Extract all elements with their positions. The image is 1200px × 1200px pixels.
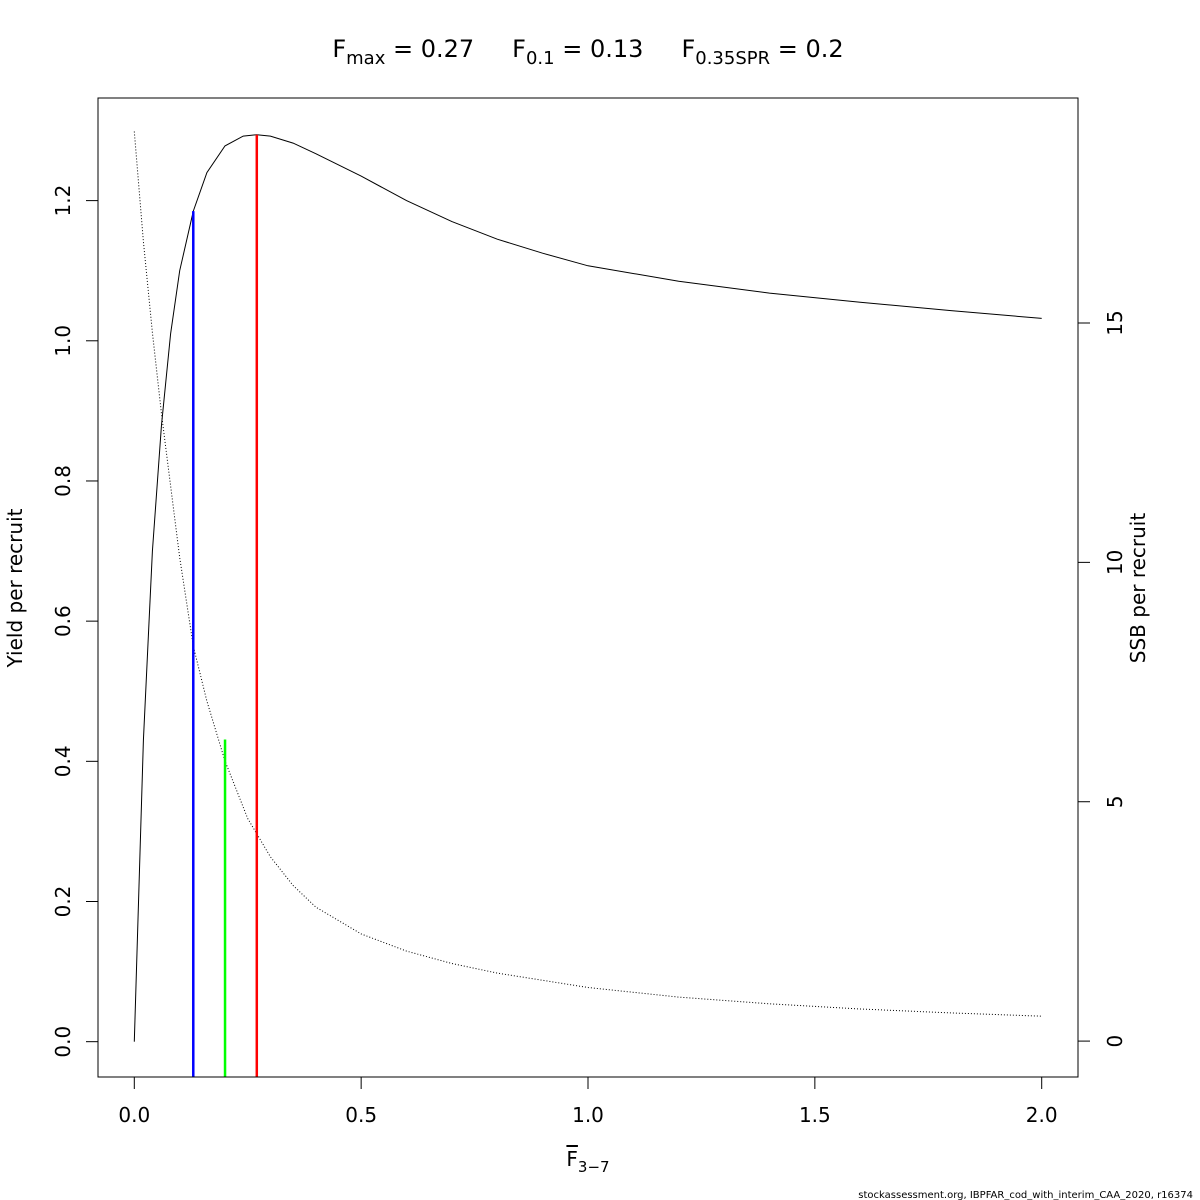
y-tick-label-left: 0.0 <box>51 1026 75 1058</box>
y-tick-label-right: 10 <box>1103 550 1127 575</box>
title-part-sub: max <box>346 48 386 69</box>
title-part-main: F <box>332 35 346 63</box>
y-axis-left: 0.0 0.2 0.4 0.6 0.8 1.0 1.2 <box>51 185 99 1058</box>
y-tick-label-left: 0.2 <box>51 886 75 918</box>
x-tick-label: 2.0 <box>1026 1103 1058 1127</box>
y-tick-label-left: 0.8 <box>51 465 75 497</box>
x-label-main: F <box>566 1147 578 1171</box>
y-tick-label-left: 0.4 <box>51 745 75 777</box>
footer-credit: stockassessment.org, IBPFAR_cod_with_int… <box>858 1190 1193 1200</box>
y-tick-label-right: 5 <box>1103 795 1127 808</box>
y-tick-label-left: 0.6 <box>51 605 75 637</box>
x-tick-label: 0.0 <box>118 1103 150 1127</box>
x-tick-label: 0.5 <box>345 1103 377 1127</box>
y-tick-label-left: 1.2 <box>51 185 75 217</box>
title-part-sub: 0.1 <box>526 48 555 69</box>
title-part-sub: 0.35SPR <box>695 48 770 69</box>
title-part-value: = 0.27 <box>385 35 474 63</box>
x-tick-label: 1.5 <box>799 1103 831 1127</box>
x-tick-label: 1.0 <box>572 1103 604 1127</box>
reference-lines-layer <box>192 134 259 1077</box>
title-part-main: F <box>512 35 526 63</box>
ssb-per-recruit-line <box>133 131 1042 1017</box>
y-tick-label-right: 0 <box>1103 1035 1127 1048</box>
y-axis-right: 0 5 10 15 <box>1077 310 1127 1048</box>
y-tick-label-left: 1.0 <box>51 325 75 357</box>
x-axis-label: F3−7 <box>566 1147 609 1176</box>
title-part-value: = 0.2 <box>770 35 844 63</box>
y-tick-label-right: 15 <box>1103 310 1127 335</box>
title-part-value: = 0.13 <box>555 35 644 63</box>
series-layer <box>133 131 1042 1042</box>
yield-per-recruit-line <box>133 134 1042 1042</box>
y-axis-label-right: SSB per recruit <box>1126 513 1150 664</box>
title-part-main: F <box>681 35 695 63</box>
chart-title: Fmax = 0.27 F0.1 = 0.13 F0.35SPR = 0.2 <box>332 35 843 69</box>
y-axis-label-left: Yield per recruit <box>3 508 27 668</box>
x-axis: 0.0 0.5 1.0 1.5 2.0 <box>118 1076 1058 1127</box>
x-label-sub: 3−7 <box>578 1158 610 1176</box>
plot-frame <box>97 97 1079 1078</box>
